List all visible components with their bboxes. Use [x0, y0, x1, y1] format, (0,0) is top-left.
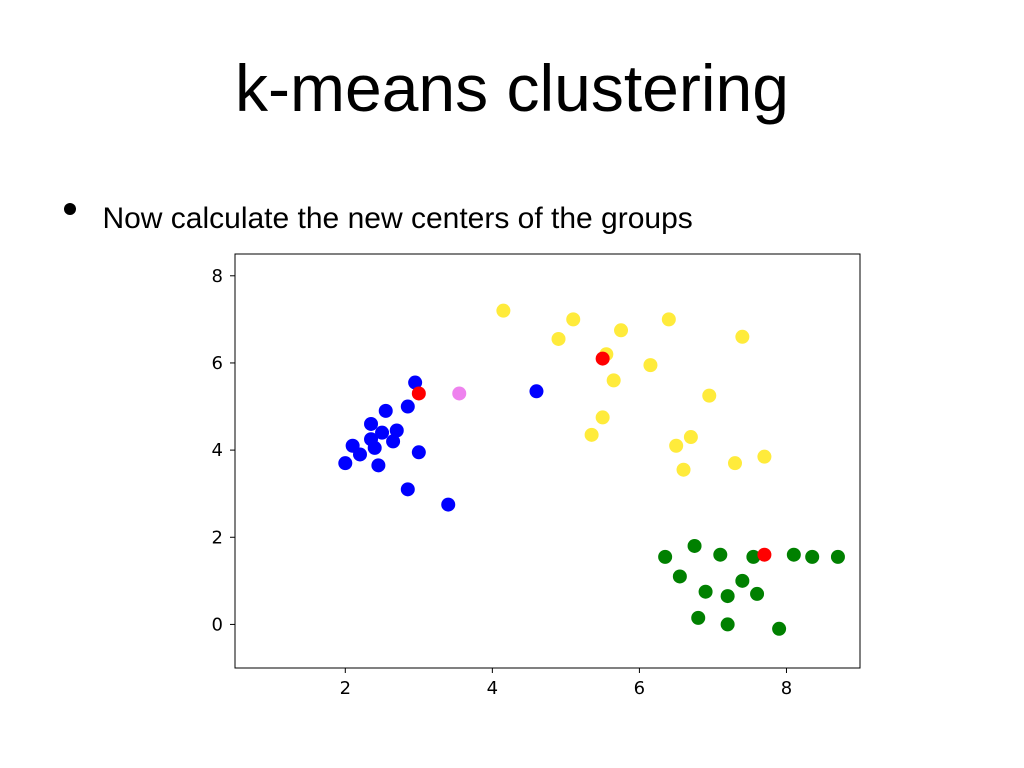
- svg-text:2: 2: [340, 678, 351, 699]
- svg-text:2: 2: [212, 527, 223, 548]
- scatter-chart: 0 2 4 6 8 2 4 6 8: [180, 248, 870, 708]
- svg-text:6: 6: [212, 353, 223, 374]
- bullet-text: Now calculate the new centers of the gro…: [102, 202, 692, 236]
- svg-text:4: 4: [212, 440, 223, 461]
- svg-text:6: 6: [634, 678, 645, 699]
- bullet-row: Now calculate the new centers of the gro…: [64, 202, 693, 236]
- svg-text:0: 0: [212, 614, 223, 635]
- bullet-dot-icon: [64, 203, 76, 215]
- svg-text:8: 8: [212, 266, 223, 287]
- svg-text:8: 8: [781, 678, 792, 699]
- svg-text:4: 4: [487, 678, 498, 699]
- slide-title: k-means clustering: [0, 50, 1024, 126]
